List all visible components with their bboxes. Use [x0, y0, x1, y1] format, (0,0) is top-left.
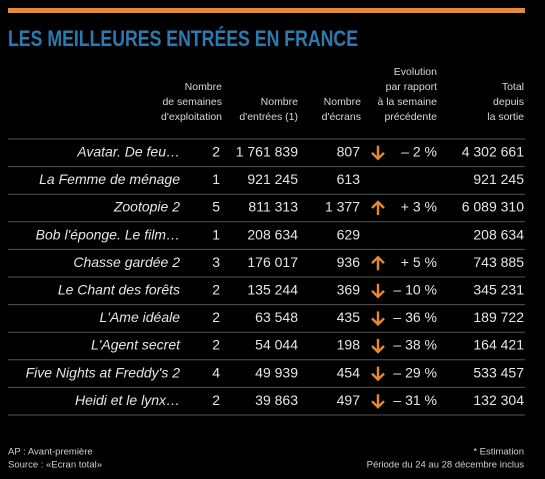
trend-arrow	[371, 255, 385, 271]
film-title: Chasse gardée 2	[73, 254, 180, 270]
column-header: d'écrans	[322, 111, 361, 123]
trend-arrow	[371, 311, 385, 327]
weeks: 2	[212, 309, 220, 325]
screens: 936	[337, 254, 361, 270]
film-title: Avatar. De feu…	[76, 144, 180, 160]
screens: 454	[337, 364, 361, 380]
trend-arrow	[371, 200, 385, 215]
film-title: Le Chant des forêts	[58, 282, 180, 298]
screens: 435	[337, 309, 361, 325]
weeks: 3	[212, 254, 220, 270]
screens: 807	[337, 144, 361, 160]
evolution: – 31 %	[393, 392, 437, 408]
evolution: – 29 %	[393, 364, 437, 380]
column-header: depuis	[493, 96, 524, 108]
screens: 613	[337, 171, 361, 187]
weeks: 1	[212, 171, 220, 187]
entries: 63 548	[255, 309, 298, 325]
total: 4 302 661	[462, 144, 524, 160]
column-header: la sortie	[487, 111, 524, 123]
column-header: précédente	[384, 111, 437, 123]
film-title: Zootopie 2	[113, 199, 180, 215]
total: 164 421	[473, 337, 524, 353]
entries: 921 245	[247, 171, 298, 187]
column-header: d'exploitation	[161, 111, 222, 123]
trend-arrow	[371, 366, 385, 382]
screens: 629	[337, 226, 361, 242]
total: 533 457	[473, 364, 524, 380]
trend-arrow	[371, 339, 385, 354]
trend-arrow	[371, 283, 385, 299]
entries: 811 313	[248, 199, 298, 215]
total: 921 245	[473, 171, 524, 187]
entries: 1 761 839	[236, 144, 298, 160]
screens: 497	[337, 392, 361, 408]
entries: 208 634	[247, 226, 298, 242]
film-title: Five Nights at Freddy's 2	[26, 364, 181, 380]
screens: 198	[337, 337, 361, 353]
footer-note: * Estimation	[473, 447, 524, 458]
weeks: 1	[212, 226, 220, 242]
film-title: Heidi et le lynx…	[75, 392, 180, 408]
evolution: + 3 %	[401, 199, 437, 215]
footer-note: Source : «Ecran total»	[8, 460, 102, 471]
evolution: – 10 %	[393, 282, 437, 298]
screens: 369	[337, 282, 361, 298]
film-title: Bob l'éponge. Le film…	[36, 226, 180, 242]
title: LES MEILLEURES ENTRÉES EN FRANCE	[8, 26, 358, 51]
weeks: 2	[212, 337, 220, 353]
total: 189 722	[473, 309, 524, 325]
total: 132 304	[473, 392, 524, 408]
total: 743 885	[473, 254, 524, 270]
column-header: à la semaine	[377, 96, 437, 108]
film-title: L'Ame idéale	[100, 309, 181, 325]
column-header: Nombre	[261, 96, 299, 108]
column-header: Total	[502, 81, 524, 93]
column-header: d'entrées (1)	[239, 111, 298, 123]
entries: 176 017	[247, 254, 298, 270]
column-header: Evolution	[394, 66, 437, 78]
column-header: Nombre	[324, 96, 362, 108]
entries: 54 044	[255, 337, 298, 353]
evolution: – 38 %	[393, 337, 437, 353]
entries: 135 244	[247, 282, 298, 298]
weeks: 4	[212, 364, 220, 380]
total: 208 634	[473, 226, 524, 242]
total: 6 089 310	[462, 199, 524, 215]
footer-note: Période du 24 au 28 décembre inclus	[367, 460, 525, 471]
column-header: Nombre	[185, 81, 223, 93]
evolution: – 2 %	[401, 144, 437, 160]
trend-arrow	[371, 394, 385, 409]
column-header: de semaines	[162, 96, 222, 108]
film-title: L'Agent secret	[91, 337, 181, 353]
evolution: – 36 %	[393, 309, 437, 325]
column-header: par rapport	[386, 81, 437, 93]
weeks: 2	[212, 144, 220, 160]
weeks: 2	[212, 392, 220, 408]
weeks: 5	[212, 199, 220, 215]
trend-arrow	[371, 145, 385, 161]
entries: 49 939	[255, 364, 298, 380]
film-title: La Femme de ménage	[39, 171, 180, 187]
total: 345 231	[473, 282, 524, 298]
entries: 39 863	[255, 392, 298, 408]
screens: 1 377	[325, 199, 360, 215]
weeks: 2	[212, 282, 220, 298]
evolution: + 5 %	[401, 254, 437, 270]
top-bar	[8, 8, 525, 13]
footer-note: AP : Avant-première	[8, 447, 93, 458]
